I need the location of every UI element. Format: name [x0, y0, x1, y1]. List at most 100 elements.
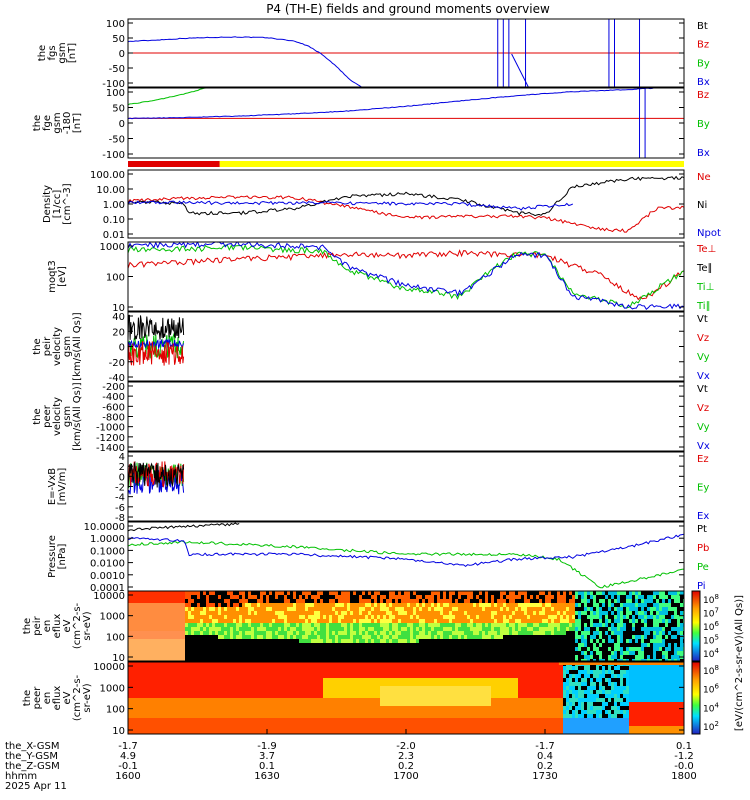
spec-cell [176, 698, 179, 702]
spec-cell [407, 635, 410, 639]
spec-cell [311, 647, 314, 651]
spec-cell [647, 659, 650, 661]
spec-cell [623, 607, 626, 611]
spec-cell [131, 674, 134, 678]
spec-cell [296, 655, 299, 659]
spec-cell [635, 619, 638, 623]
spec-cell [251, 690, 254, 694]
spec-cell [185, 595, 188, 599]
spec-cell [239, 706, 242, 710]
spec-cell [305, 662, 308, 666]
spec-cell [500, 643, 503, 647]
spec-cell [197, 702, 200, 706]
spec-cell [206, 627, 209, 631]
spec-cell [338, 714, 341, 718]
spec-cell [221, 635, 224, 639]
spec-cell [185, 706, 188, 710]
spec-cell [674, 603, 677, 607]
spec-cell [419, 647, 422, 651]
spec-cell [206, 710, 209, 714]
spec-cell [344, 619, 347, 623]
spec-cell [485, 659, 488, 661]
spec-cell [332, 710, 335, 714]
spec-cell [602, 647, 605, 651]
spec-cell [287, 662, 290, 666]
spec-cell [626, 595, 629, 599]
spec-cell [371, 651, 374, 655]
spec-cell [269, 659, 272, 661]
spec-cell [173, 706, 176, 710]
spec-cell [320, 599, 323, 603]
spec-cell [161, 603, 164, 607]
spec-cell [140, 694, 143, 698]
spec-cell [644, 615, 647, 619]
spec-cell [347, 698, 350, 702]
spec-cell [623, 615, 626, 619]
spec-cell [449, 651, 452, 655]
spec-cell [404, 651, 407, 655]
spec-cell [302, 631, 305, 635]
spec-cell [323, 714, 326, 718]
spec-cell [389, 635, 392, 639]
spec-cell [290, 599, 293, 603]
spec-cell [335, 627, 338, 631]
spec-cell [287, 698, 290, 702]
spec-cell [356, 595, 359, 599]
spec-cell [605, 615, 608, 619]
spec-cell [167, 674, 170, 678]
spec-cell [368, 615, 371, 619]
spec-cell [218, 726, 221, 730]
spec-cell [539, 643, 542, 647]
spec-cell [593, 595, 596, 599]
spec-cell [191, 706, 194, 710]
spec-cell [437, 655, 440, 659]
spec-cell [260, 670, 263, 674]
spec-cell [566, 647, 569, 651]
spec-cell [581, 611, 584, 615]
spec-cell [455, 615, 458, 619]
spec-cell [608, 599, 611, 603]
spec-cell [473, 599, 476, 603]
spec-cell [542, 599, 545, 603]
spec-cell [374, 643, 377, 647]
spec-cell [503, 595, 506, 599]
spec-cell [137, 670, 140, 674]
spec-cell [188, 666, 191, 670]
spec-cell [548, 655, 551, 659]
spec-cell [575, 631, 578, 635]
spec-cell [530, 611, 533, 615]
spec-cell [221, 702, 224, 706]
spec-cell [191, 615, 194, 619]
spec-cell [254, 730, 257, 734]
spec-cell [668, 591, 671, 595]
spec-cell [308, 655, 311, 659]
spec-cell [173, 627, 176, 631]
spec-cell [146, 686, 149, 690]
spec-cell [368, 623, 371, 627]
spec-cell [635, 659, 638, 661]
spec-cell [383, 639, 386, 643]
spec-cell [377, 603, 380, 607]
spec-cell [266, 718, 269, 722]
spec-cell [206, 686, 209, 690]
spec-cell [533, 651, 536, 655]
spec-cell [284, 635, 287, 639]
spec-cell [407, 647, 410, 651]
spec-cell [230, 722, 233, 726]
spec-cell [407, 607, 410, 611]
series-Te⊥ [128, 249, 684, 301]
spec-cell [224, 647, 227, 651]
spec-cell [299, 619, 302, 623]
spec-cell [314, 710, 317, 714]
spec-cell [182, 670, 185, 674]
spec-cell [341, 666, 344, 670]
spec-cell [530, 615, 533, 619]
spec-cell [227, 603, 230, 607]
spec-cell [299, 706, 302, 710]
ylabel-line: Density [42, 185, 53, 223]
spec-cell [140, 726, 143, 730]
spec-cell [227, 615, 230, 619]
spec-cell [269, 619, 272, 623]
spec-cell [236, 631, 239, 635]
spec-cell [221, 698, 224, 702]
